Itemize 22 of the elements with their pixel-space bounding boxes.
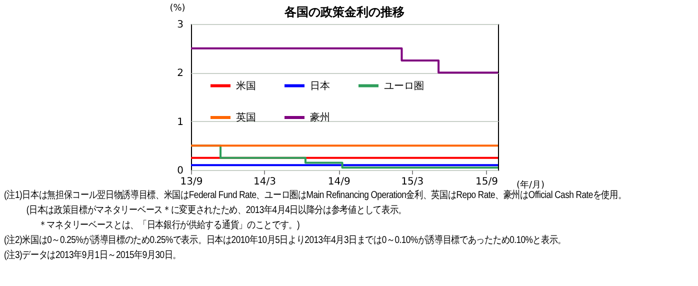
legend-label: 豪州 xyxy=(310,112,330,124)
x-tick-label: 15/3 xyxy=(401,176,424,188)
legend-label: 英国 xyxy=(236,112,256,124)
x-tick-label: 14/9 xyxy=(328,176,350,188)
text: (注2)米国は0～0.25%が誘導目標のため0.25%で表示。日本は2010年10月5日より2013年4月3日までは0～0.10%が誘導目標であったため0.10%と表示。 xyxy=(4,234,568,248)
x-axis-title: (年/月) xyxy=(516,180,544,190)
y-tick-label: 2 xyxy=(177,68,184,80)
x-tick-label: 14/3 xyxy=(253,176,276,188)
text: (日本は政策目標がマネタリーベース＊に変更されたため、2013年4月4日以降分は参考値として表示。 xyxy=(25,204,408,218)
legend-label: 米国 xyxy=(236,80,256,92)
y-tick-label: 1 xyxy=(177,116,184,128)
y-tick-label: 3 xyxy=(177,20,184,30)
x-tick-label: 15/9 xyxy=(476,176,498,188)
x-tick-label: 13/9 xyxy=(180,176,203,188)
legend-label: ユーロ圏 xyxy=(384,80,424,92)
text: (注3)データは2013年9月1日～2015年9月30日。 xyxy=(4,248,182,263)
text: (注1)日本は無担保コール翌日物誘導目標、米国はFederal Fund Rate、ユーロ圏はMain Refinancing Operation金利、英国はRepo Rate、豪州はOfficial Cash Rateを使用。 xyxy=(4,189,626,203)
legend-label: 日本 xyxy=(310,80,330,92)
text: ＊マネタリーベースとは、「日本銀行が供給する通貨」のことです。) xyxy=(37,218,301,233)
y-axis-title: (%) xyxy=(170,4,186,14)
y-tick-label: 0 xyxy=(177,166,184,176)
chart-title: 各国の政策金利の推移 xyxy=(284,5,404,19)
